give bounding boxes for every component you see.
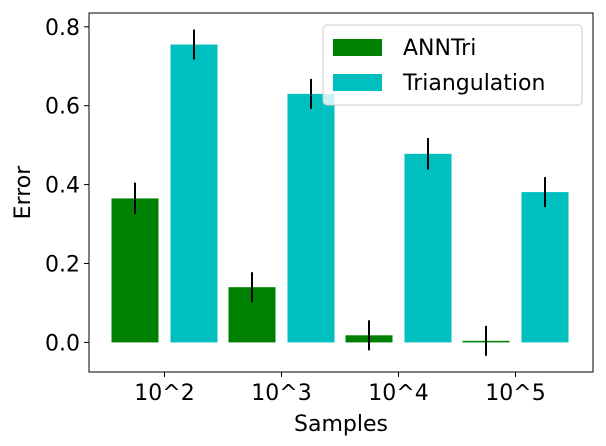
legend-swatch-triangulation xyxy=(333,74,382,91)
y-axis-label: Error xyxy=(11,165,36,220)
y-ticks-layer: 0.0 0.2 0.4 0.6 0.8 xyxy=(45,16,89,356)
y-tick-label: 0.4 xyxy=(45,174,80,199)
x-tick-label: 10^5 xyxy=(485,381,545,406)
x-ticks-layer: 10^2 10^3 10^4 10^5 xyxy=(134,372,546,406)
bar-triangulation-10-3 xyxy=(287,93,335,343)
bars-layer xyxy=(111,44,569,343)
error-bars-layer xyxy=(134,29,546,356)
y-tick-label: 0.8 xyxy=(45,16,80,41)
x-axis-label: Samples xyxy=(294,412,388,437)
x-tick-label: 10^4 xyxy=(368,381,428,406)
x-tick-label: 10^3 xyxy=(251,381,311,406)
bar-anntri-10-2 xyxy=(111,198,159,343)
x-tick-label: 10^2 xyxy=(134,381,194,406)
legend: ANNTri Triangulation xyxy=(322,24,583,106)
legend-label-anntri: ANNTri xyxy=(403,36,476,61)
legend-box xyxy=(322,24,583,106)
axes-frame xyxy=(88,12,594,373)
bar-triangulation-10-4 xyxy=(404,153,452,343)
bar-triangulation-10-2 xyxy=(170,44,218,343)
y-tick-label: 0.0 xyxy=(45,331,80,356)
bar-triangulation-10-5 xyxy=(521,192,569,343)
legend-swatch-anntri xyxy=(333,39,382,56)
y-tick-label: 0.2 xyxy=(45,253,80,278)
y-tick-label: 0.6 xyxy=(45,95,80,120)
legend-label-triangulation: Triangulation xyxy=(402,71,545,96)
